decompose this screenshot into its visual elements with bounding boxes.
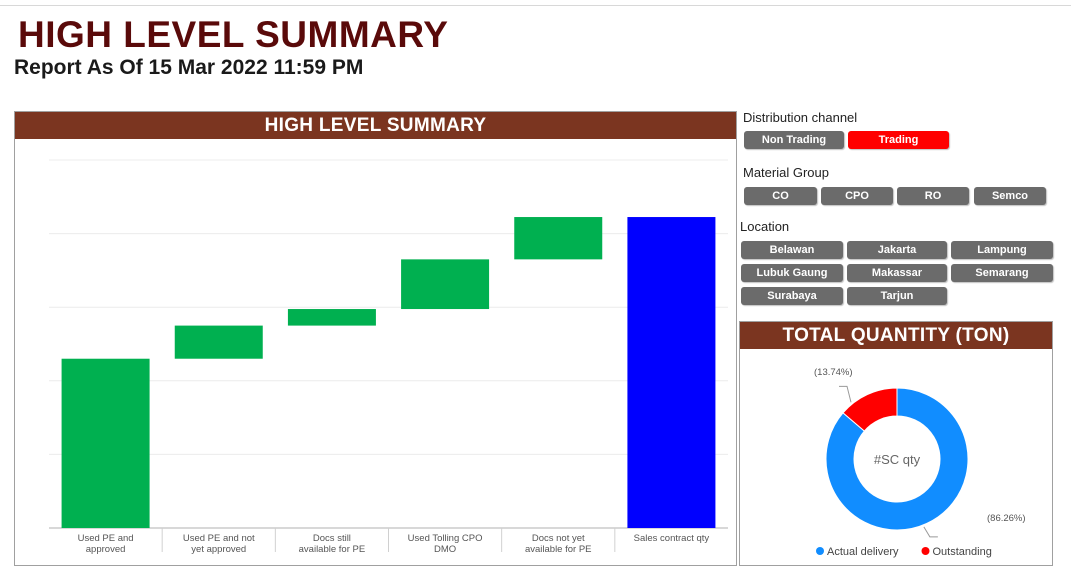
waterfall-chart-panel[interactable]: HIGH LEVEL SUMMARY Used PE and approved Us… <box>14 111 737 566</box>
waterfall-bar[interactable] <box>401 259 489 309</box>
donut-center-label: #SC qty <box>874 452 921 467</box>
location-semarang-button[interactable]: Semarang <box>951 264 1053 282</box>
material-semco-button[interactable]: Semco <box>974 187 1046 205</box>
top-border <box>0 0 1071 6</box>
distribution-trading-button[interactable]: Trading <box>848 131 949 149</box>
leader-line <box>924 527 938 537</box>
x-tick-label: Used PE and approved <box>78 533 134 555</box>
slice-label-outstanding: (13.74%) <box>814 367 853 378</box>
total-quantity-panel[interactable]: TOTAL QUANTITY (TON) (86.26%) (13.74%) #SC… <box>739 321 1053 566</box>
location-jakarta-button[interactable]: Jakarta <box>847 241 947 259</box>
location-makassar-button[interactable]: Makassar <box>847 264 947 282</box>
waterfall-bar[interactable] <box>627 217 715 528</box>
waterfall-bar[interactable] <box>514 217 602 259</box>
x-tick-label: Sales contract qty <box>634 533 710 544</box>
material-co-button[interactable]: CO <box>744 187 817 205</box>
waterfall-bar[interactable] <box>62 359 150 528</box>
distribution-channel-title: Distribution channel <box>743 110 857 125</box>
location-tarjun-button[interactable]: Tarjun <box>847 287 947 305</box>
distribution-non-trading-button[interactable]: Non Trading <box>744 131 844 149</box>
location-lubuk-gaung-button[interactable]: Lubuk Gaung <box>741 264 843 282</box>
location-lampung-button[interactable]: Lampung <box>951 241 1053 259</box>
waterfall-chart: Used PE and approved Used PE and not yet ap… <box>15 140 736 565</box>
page-title: HIGH LEVEL SUMMARY <box>18 14 448 56</box>
report-date-subtitle: Report As Of 15 Mar 2022 11:59 PM <box>14 56 363 80</box>
location-title: Location <box>740 219 789 234</box>
total-quantity-header: TOTAL QUANTITY (TON) <box>740 322 1052 349</box>
x-tick-label: Docs not yet available for PE <box>525 533 592 555</box>
waterfall-bar[interactable] <box>288 309 376 326</box>
legend-marker <box>816 547 824 555</box>
location-surabaya-button[interactable]: Surabaya <box>741 287 843 305</box>
x-tick-label: Docs still available for PE <box>299 533 366 555</box>
x-tick-label: Used PE and not yet approved <box>183 533 255 555</box>
donut-chart: (86.26%) (13.74%) #SC qty Actual delivery Ou… <box>740 346 1052 565</box>
x-tick-label: Used Tolling CPO DMO <box>408 533 483 555</box>
waterfall-chart-header: HIGH LEVEL SUMMARY <box>15 112 736 139</box>
material-ro-button[interactable]: RO <box>897 187 969 205</box>
legend-marker <box>922 547 930 555</box>
material-cpo-button[interactable]: CPO <box>821 187 893 205</box>
waterfall-bar[interactable] <box>175 326 263 359</box>
legend-label[interactable]: Outstanding <box>933 546 992 558</box>
location-belawan-button[interactable]: Belawan <box>741 241 843 259</box>
leader-line <box>839 386 851 402</box>
material-group-title: Material Group <box>743 165 829 180</box>
legend-label[interactable]: Actual delivery <box>827 546 899 558</box>
slice-label-actual-delivery: (86.26%) <box>987 513 1026 524</box>
